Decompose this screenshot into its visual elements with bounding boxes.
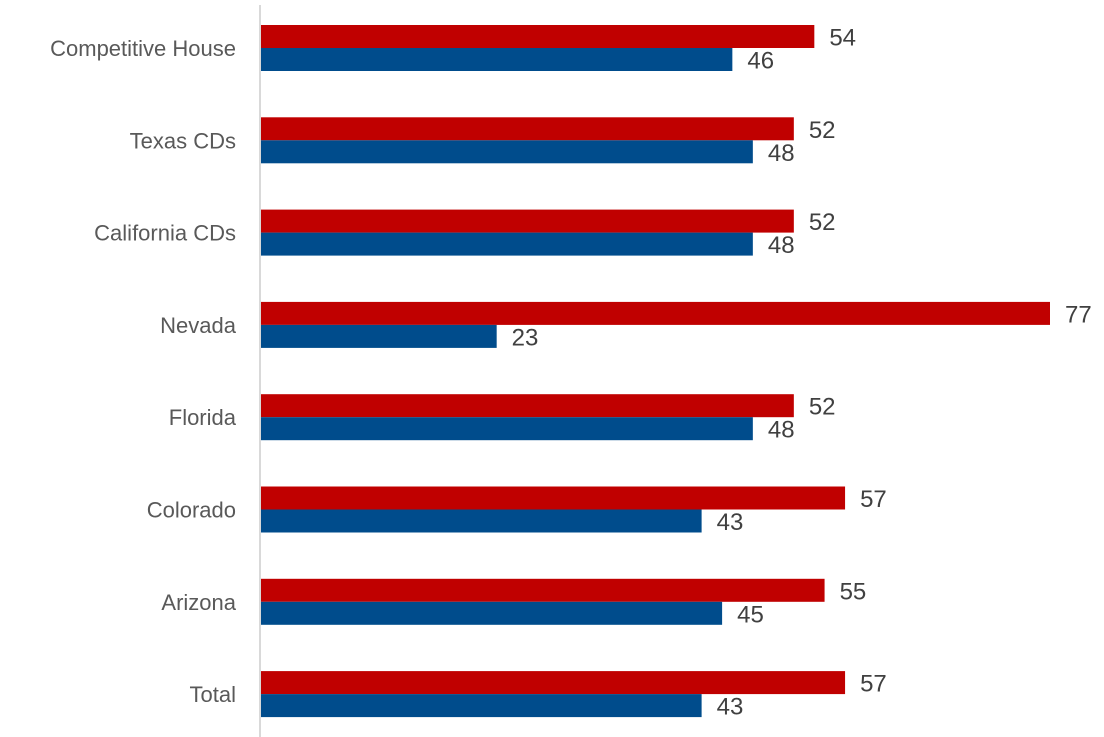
red-bar [261,25,815,48]
data-label: 52 [809,394,836,421]
blue-bar [261,601,723,625]
data-label: 55 [840,578,867,605]
category-label: Florida [169,405,237,430]
blue-bar [261,417,753,441]
bars-group [261,25,1050,718]
blue-bar [261,509,702,533]
data-label: 77 [1065,301,1092,328]
blue-bar [261,324,497,348]
red-bar [261,578,825,602]
data-label: 43 [717,509,744,536]
red-bar [261,209,794,233]
category-label: Nevada [160,313,237,338]
red-bar [261,486,846,510]
category-label: Texas CDs [130,128,236,153]
category-label: Arizona [161,590,236,615]
blue-bar [261,48,733,71]
blue-bar [261,232,753,256]
data-label: 57 [860,486,887,513]
data-label: 54 [829,25,856,52]
data-label: 48 [768,417,795,444]
blue-bar [261,140,753,164]
category-label: Total [190,682,236,707]
data-label: 52 [809,209,836,236]
data-label: 48 [768,232,795,259]
data-label: 57 [860,671,887,698]
data-label: 45 [737,601,764,628]
red-bar [261,671,846,695]
data-label: 52 [809,117,836,144]
category-label: California CDs [94,221,236,246]
category-label: Colorado [147,498,236,523]
data-label: 46 [747,48,774,75]
data-label: 48 [768,140,795,167]
blue-bar [261,694,702,718]
data-label: 43 [717,694,744,721]
red-bar [261,117,794,141]
labels-group: Competitive House 54 46 Texas CDs 52 48 Califo… [50,25,1092,721]
category-label: Competitive House [50,36,236,61]
data-label: 23 [512,324,539,351]
red-bar [261,301,1050,325]
red-bar [261,394,794,418]
